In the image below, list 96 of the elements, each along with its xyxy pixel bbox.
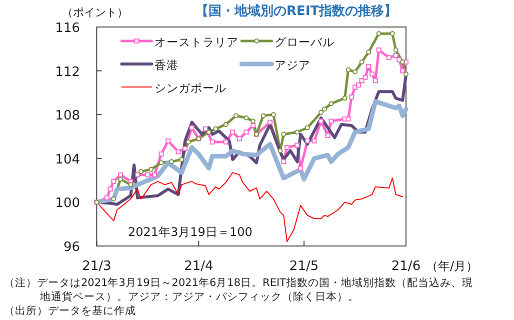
point bbox=[281, 159, 286, 164]
y-axis-title: （ポイント） bbox=[62, 6, 128, 19]
point bbox=[294, 130, 300, 135]
x-axis-title: （年/月） bbox=[426, 259, 478, 273]
point bbox=[362, 74, 368, 80]
point bbox=[108, 186, 113, 192]
point bbox=[223, 139, 228, 144]
legend-label: オーストラリア bbox=[154, 35, 239, 49]
y-tick-label: 100 bbox=[55, 196, 80, 212]
point bbox=[304, 125, 310, 130]
y-tick-label: 96 bbox=[63, 240, 80, 255]
x-tick-label: 21/4 bbox=[184, 259, 214, 274]
point bbox=[312, 138, 317, 144]
point bbox=[166, 138, 171, 144]
point bbox=[393, 52, 398, 58]
y-tick-label: 116 bbox=[55, 21, 80, 36]
point bbox=[325, 132, 330, 138]
chart-title: 【国・地域別のREIT指数の推移】 bbox=[196, 3, 398, 19]
point bbox=[352, 69, 358, 74]
point bbox=[268, 120, 273, 125]
point bbox=[376, 47, 382, 52]
point bbox=[158, 152, 164, 157]
point bbox=[278, 148, 283, 154]
point bbox=[400, 60, 406, 65]
point bbox=[366, 50, 372, 55]
point bbox=[186, 139, 191, 144]
point bbox=[342, 96, 348, 101]
point bbox=[111, 178, 116, 184]
point bbox=[182, 146, 188, 152]
point bbox=[372, 78, 378, 84]
point bbox=[138, 169, 144, 174]
point bbox=[304, 138, 310, 144]
y-tick-label: 104 bbox=[55, 152, 80, 168]
point bbox=[223, 122, 228, 127]
text: （出所）データを基に作成 bbox=[4, 304, 136, 317]
point bbox=[349, 94, 354, 100]
point bbox=[104, 195, 110, 200]
legend-label: 香港 bbox=[154, 58, 179, 72]
legend-label: アジア bbox=[274, 58, 311, 72]
y-tick-label: 108 bbox=[55, 108, 80, 124]
point bbox=[118, 176, 123, 182]
point bbox=[346, 116, 351, 122]
text: （注）データは2021年3月19日～2021年6月18日。REIT指数の国・地域別指数（配当込み、現地通貨ベース）。アジア：アジア・パシフィック（除く日本）。 bbox=[4, 276, 473, 303]
point bbox=[396, 57, 402, 62]
point bbox=[176, 149, 181, 154]
point bbox=[134, 172, 140, 178]
point bbox=[168, 159, 174, 164]
annotation: 2021年3月19日＝100 bbox=[128, 225, 252, 239]
point bbox=[359, 60, 364, 65]
point bbox=[230, 130, 236, 135]
point bbox=[179, 156, 184, 162]
point bbox=[128, 182, 134, 188]
point bbox=[390, 31, 395, 36]
x-tick-label: 21/6 bbox=[391, 259, 421, 274]
point bbox=[244, 130, 249, 135]
point bbox=[250, 118, 256, 124]
point bbox=[346, 67, 351, 72]
point bbox=[260, 113, 266, 118]
x-tick-label: 21/3 bbox=[82, 259, 112, 274]
y-tick-label: 112 bbox=[55, 64, 80, 80]
point bbox=[111, 196, 116, 202]
point bbox=[328, 101, 334, 106]
point bbox=[213, 126, 218, 132]
point bbox=[393, 47, 398, 52]
point bbox=[284, 144, 290, 150]
point bbox=[366, 64, 372, 69]
point bbox=[318, 118, 324, 124]
point bbox=[356, 82, 361, 88]
legend-label: シンガポール bbox=[154, 81, 227, 95]
point bbox=[210, 139, 215, 144]
point bbox=[376, 31, 382, 36]
point bbox=[281, 132, 286, 137]
legend-label: グローバル bbox=[274, 35, 335, 49]
point bbox=[158, 160, 164, 166]
point bbox=[244, 115, 249, 120]
point bbox=[236, 136, 242, 142]
point bbox=[118, 172, 123, 178]
point bbox=[234, 113, 239, 118]
point bbox=[328, 118, 334, 124]
point bbox=[202, 126, 208, 132]
point bbox=[370, 72, 375, 77]
x-tick-label: 21/5 bbox=[289, 259, 319, 274]
point bbox=[298, 166, 304, 171]
point bbox=[400, 68, 406, 74]
point bbox=[386, 55, 392, 60]
point bbox=[270, 112, 276, 118]
point bbox=[250, 123, 256, 128]
point bbox=[145, 172, 150, 178]
point bbox=[294, 142, 300, 148]
point bbox=[189, 125, 194, 130]
point bbox=[318, 110, 324, 115]
point bbox=[322, 106, 327, 112]
point bbox=[206, 130, 212, 135]
point bbox=[148, 166, 154, 172]
point bbox=[152, 172, 157, 178]
point bbox=[404, 72, 408, 77]
